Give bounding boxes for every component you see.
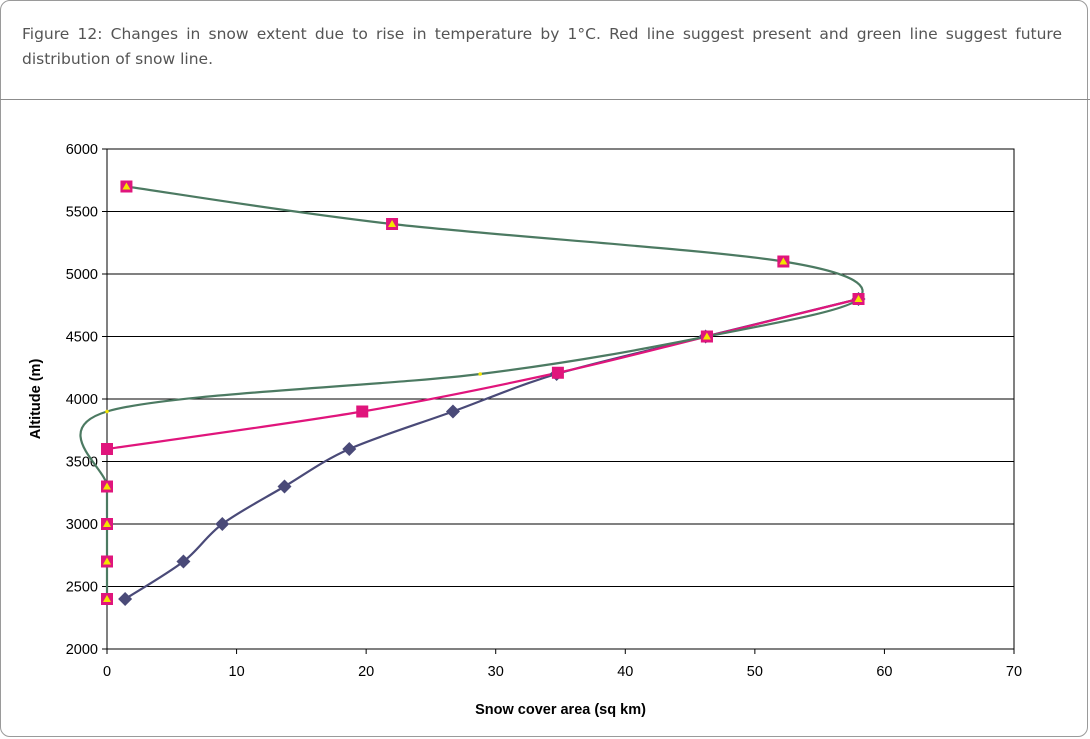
series-3-point-triangle xyxy=(702,332,711,340)
y-tick-label: 3000 xyxy=(66,517,98,533)
series-1-point xyxy=(342,442,357,456)
x-tick-label: 50 xyxy=(747,664,763,680)
y-tick-label: 4500 xyxy=(66,330,98,346)
series-2-point xyxy=(356,405,369,418)
y-tick-label: 2500 xyxy=(66,580,98,596)
series-3-point-triangle xyxy=(122,182,131,190)
series-3-point-triangle xyxy=(103,520,111,527)
series-1-point xyxy=(118,592,133,606)
series-line-2 xyxy=(106,297,859,451)
caption-divider xyxy=(0,99,1090,100)
x-tick-label: 10 xyxy=(229,664,245,680)
x-tick-label: 60 xyxy=(876,664,892,680)
x-tick-label: 70 xyxy=(1006,664,1022,680)
series-3-point xyxy=(105,409,109,414)
series-3-point-triangle xyxy=(103,482,111,490)
series-1-point xyxy=(176,554,191,569)
x-axis-label: Snow cover area (sq km) xyxy=(475,702,646,718)
x-tick-label: 40 xyxy=(617,664,633,680)
y-tick-label: 6000 xyxy=(66,142,98,158)
series-3-point-triangle xyxy=(779,257,788,265)
y-tick-label: 5000 xyxy=(66,267,98,283)
figure-caption: Figure 12: Changes in snow extent due to… xyxy=(22,25,1062,68)
series-3-point-triangle xyxy=(103,557,111,565)
series-3-point-triangle xyxy=(388,220,397,227)
x-tick-label: 30 xyxy=(488,664,504,680)
series-3-point xyxy=(478,372,482,376)
y-tick-label: 4000 xyxy=(66,392,98,408)
x-tick-label: 0 xyxy=(103,664,111,680)
x-tick-label: 20 xyxy=(358,664,374,680)
series-2-point xyxy=(551,366,564,379)
series-1-point xyxy=(445,404,460,419)
series-1-point xyxy=(277,479,292,494)
series-1-point xyxy=(215,517,230,531)
y-tick-label: 2000 xyxy=(66,642,98,658)
series-3-point-triangle xyxy=(103,595,111,602)
series-3-point-triangle xyxy=(854,295,863,302)
series-line-3 xyxy=(79,185,864,599)
y-tick-label: 5500 xyxy=(66,205,98,221)
series-2-point xyxy=(101,443,113,455)
y-axis-label: Altitude (m) xyxy=(28,359,44,440)
